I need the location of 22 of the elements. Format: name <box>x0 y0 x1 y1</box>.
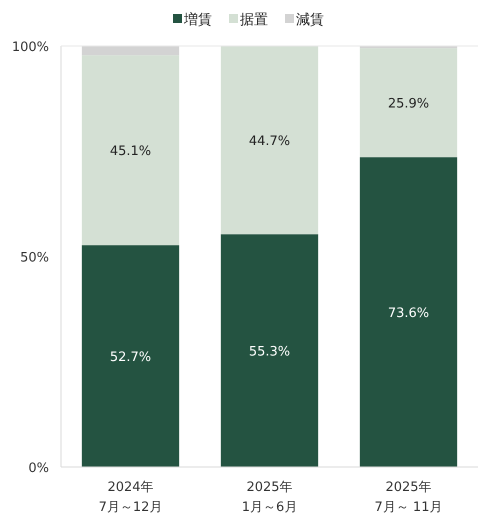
x-tick-label: 2024年 7月～12月 <box>98 480 162 513</box>
legend-label: 減賃 <box>296 12 324 28</box>
data-label: 44.7% <box>248 134 290 150</box>
bar <box>360 48 458 158</box>
data-label: 25.9% <box>388 96 430 112</box>
legend-label: 据置 <box>240 12 268 28</box>
data-label: 45.1% <box>110 144 152 160</box>
legend-label: 増賃 <box>183 11 212 28</box>
bar <box>220 234 318 467</box>
bar <box>82 55 180 246</box>
x-tick-label: 2025年 1月～6月 <box>242 480 298 513</box>
y-tick-label: 100% <box>12 40 49 55</box>
data-label: 55.3% <box>248 344 290 360</box>
data-label: 52.7% <box>110 350 152 366</box>
x-tick-label: 2025年 7月～ 11月 <box>374 480 442 513</box>
y-tick-label: 50% <box>20 250 49 266</box>
bar <box>360 157 458 467</box>
bar <box>82 245 180 467</box>
y-tick-label: 0% <box>28 461 49 476</box>
bar <box>82 46 180 56</box>
data-label: 73.6% <box>388 306 430 322</box>
bar <box>220 46 318 234</box>
